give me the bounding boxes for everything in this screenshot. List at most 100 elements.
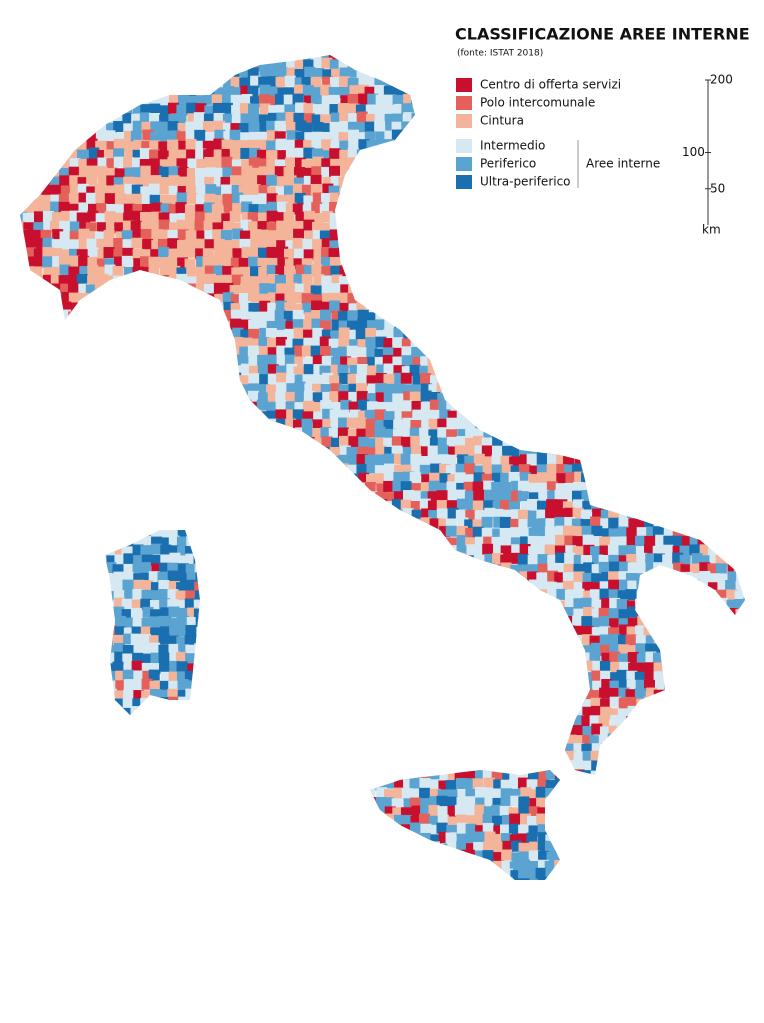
area-cell [330,175,342,187]
area-cell [537,249,549,261]
area-cell [455,58,467,70]
area-cell [230,222,242,234]
area-cell [537,400,549,412]
area-cell [536,572,548,584]
area-cell [555,402,567,414]
area-cell [364,570,376,582]
area-cell [520,536,532,548]
area-cell [140,417,152,429]
area-cell [670,58,682,70]
area-cell [23,544,35,556]
area-cell [95,140,107,152]
area-cell [186,572,198,584]
area-cell [664,55,676,61]
area-cell [87,294,99,306]
area-cell [311,447,323,459]
area-cell [221,255,233,267]
area-cell [463,375,475,387]
area-cell [699,419,711,431]
area-cell [358,410,370,422]
area-cell [420,390,432,402]
area-cell [718,292,730,304]
area-cell [86,535,98,547]
area-cell [258,185,270,197]
area-cell [429,319,441,331]
area-cell [366,266,378,278]
area-cell [168,472,180,484]
area-cell [77,481,89,493]
area-cell [158,78,170,90]
area-cell [373,544,385,556]
area-cell [572,490,584,502]
area-cell [538,563,550,575]
area-cell [33,319,45,331]
area-cell [105,500,117,512]
area-cell [428,130,440,142]
area-cell [428,95,440,107]
area-cell [698,445,710,457]
area-cell [303,555,315,567]
area-cell [60,473,72,485]
area-cell [421,132,433,144]
area-cell [689,465,701,477]
area-cell [662,319,674,331]
area-cell [248,121,260,133]
area-cell [69,104,81,116]
area-cell [392,516,404,528]
area-cell [715,518,727,530]
area-cell [295,102,307,114]
area-cell [437,572,449,584]
area-cell [619,337,631,349]
area-cell [555,552,567,564]
area-cell [105,480,117,492]
area-cell [302,527,314,539]
area-cell [655,390,667,402]
area-cell [61,553,73,565]
area-cell [412,526,424,538]
area-cell [213,149,225,161]
area-cell [591,564,603,576]
area-cell [689,563,701,575]
area-cell [527,518,539,530]
area-cell [123,411,135,423]
area-cell [338,435,350,447]
area-cell [321,554,333,566]
area-cell [70,391,82,403]
area-cell [130,528,142,540]
area-cell [59,122,71,134]
area-cell [95,129,107,141]
area-cell [581,401,593,413]
area-cell [42,95,54,107]
area-cell [149,103,161,115]
area-cell [20,355,26,367]
area-cell [312,294,324,306]
area-cell [664,382,676,394]
area-cell [313,526,325,538]
area-cell [340,185,352,197]
area-cell [356,463,368,475]
area-cell [483,456,495,468]
area-cell [268,562,280,574]
area-cell [725,194,737,206]
area-cell [49,364,61,376]
area-cell [653,454,665,466]
area-cell [446,436,458,448]
area-cell [508,201,520,213]
area-cell [680,285,692,297]
area-cell [357,318,369,330]
area-cell [574,471,586,483]
area-cell [267,391,279,403]
area-cell [409,391,421,403]
area-cell [311,474,323,486]
area-cell [176,482,188,494]
area-cell [430,150,442,162]
area-cell [401,355,413,367]
area-cell [491,264,503,276]
area-cell [213,321,225,333]
area-cell [707,454,719,466]
area-cell [454,445,466,457]
area-cell [735,87,745,99]
area-cell [502,57,514,69]
area-cell [69,185,81,197]
area-cell [528,492,540,504]
